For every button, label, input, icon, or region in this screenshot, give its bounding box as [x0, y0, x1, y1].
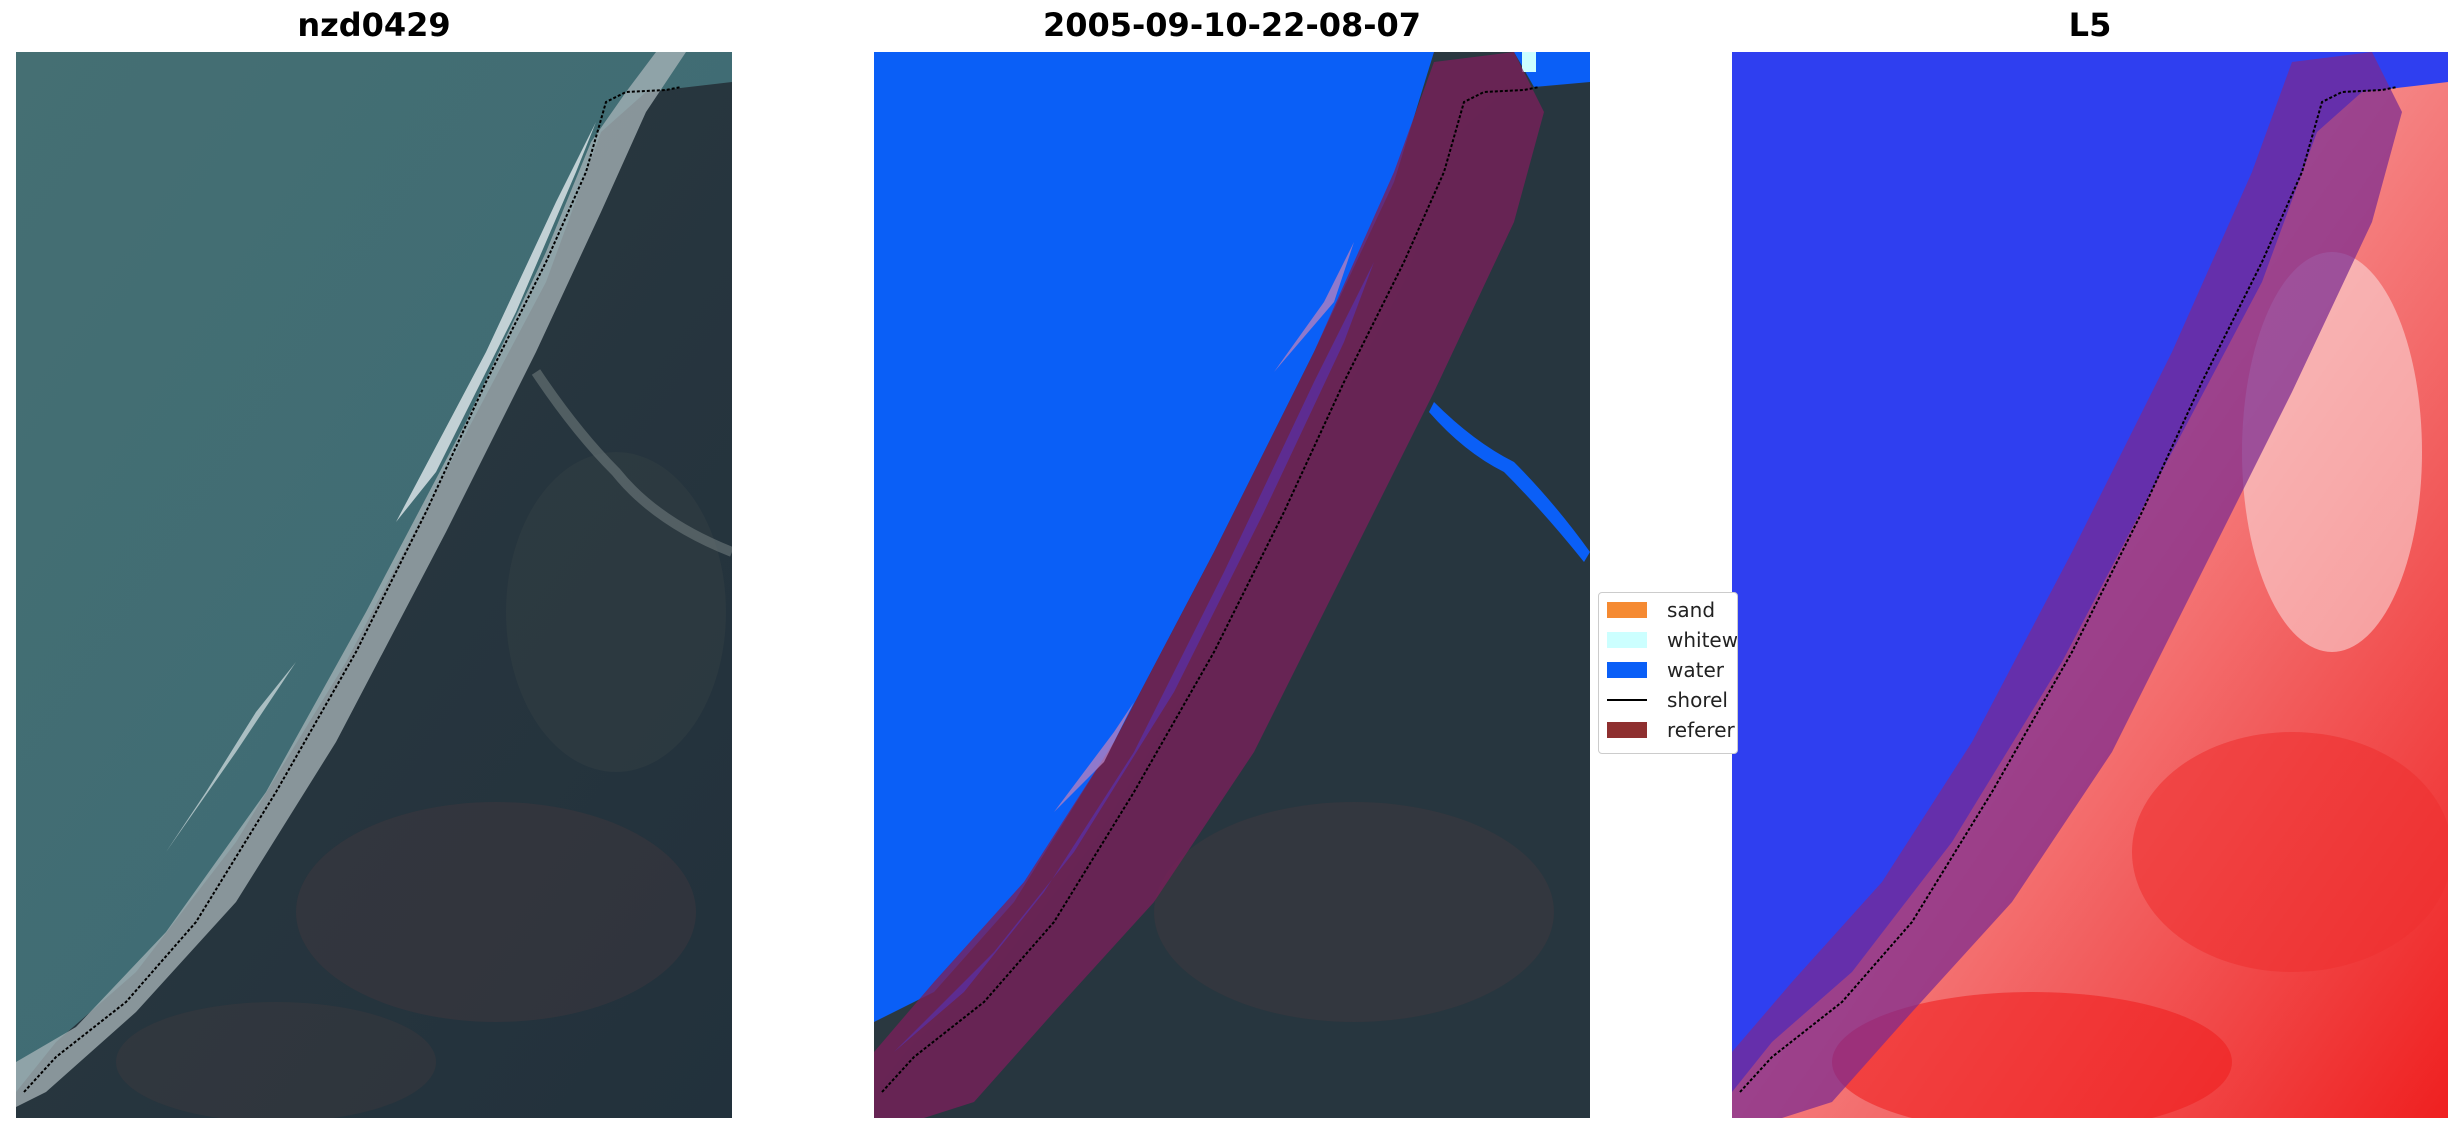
rgb-image-panel [16, 52, 732, 1118]
panel-title-index: L5 [2068, 6, 2112, 44]
legend-item-whitewater: whitew [1607, 628, 1738, 652]
panel-title-rgb: nzd0429 [297, 6, 451, 44]
classified-image [874, 52, 1590, 1118]
legend-item-shoreline: shorel [1607, 688, 1728, 712]
legend: sand whitew water shorel referer [1598, 592, 1738, 754]
whitewater-swatch [1607, 632, 1647, 648]
water-swatch [1607, 662, 1647, 678]
classified-image-panel [874, 52, 1590, 1118]
legend-item-sand: sand [1607, 598, 1716, 622]
legend-item-reference: referer [1607, 718, 1735, 742]
rgb-satellite-image [16, 52, 732, 1118]
legend-item-water: water [1607, 658, 1724, 682]
shoreline-line-swatch [1607, 699, 1647, 701]
reference-swatch [1607, 722, 1647, 738]
index-image-panel [1732, 52, 2448, 1118]
legend-label-reference: referer [1667, 718, 1735, 742]
legend-label-shoreline: shorel [1667, 688, 1728, 712]
legend-label-whitewater: whitew [1667, 628, 1738, 652]
sand-swatch [1607, 602, 1647, 618]
panel-title-classified: 2005-09-10-22-08-07 [1042, 6, 1422, 44]
index-image [1732, 52, 2448, 1118]
legend-label-water: water [1667, 658, 1724, 682]
legend-label-sand: sand [1667, 598, 1716, 622]
